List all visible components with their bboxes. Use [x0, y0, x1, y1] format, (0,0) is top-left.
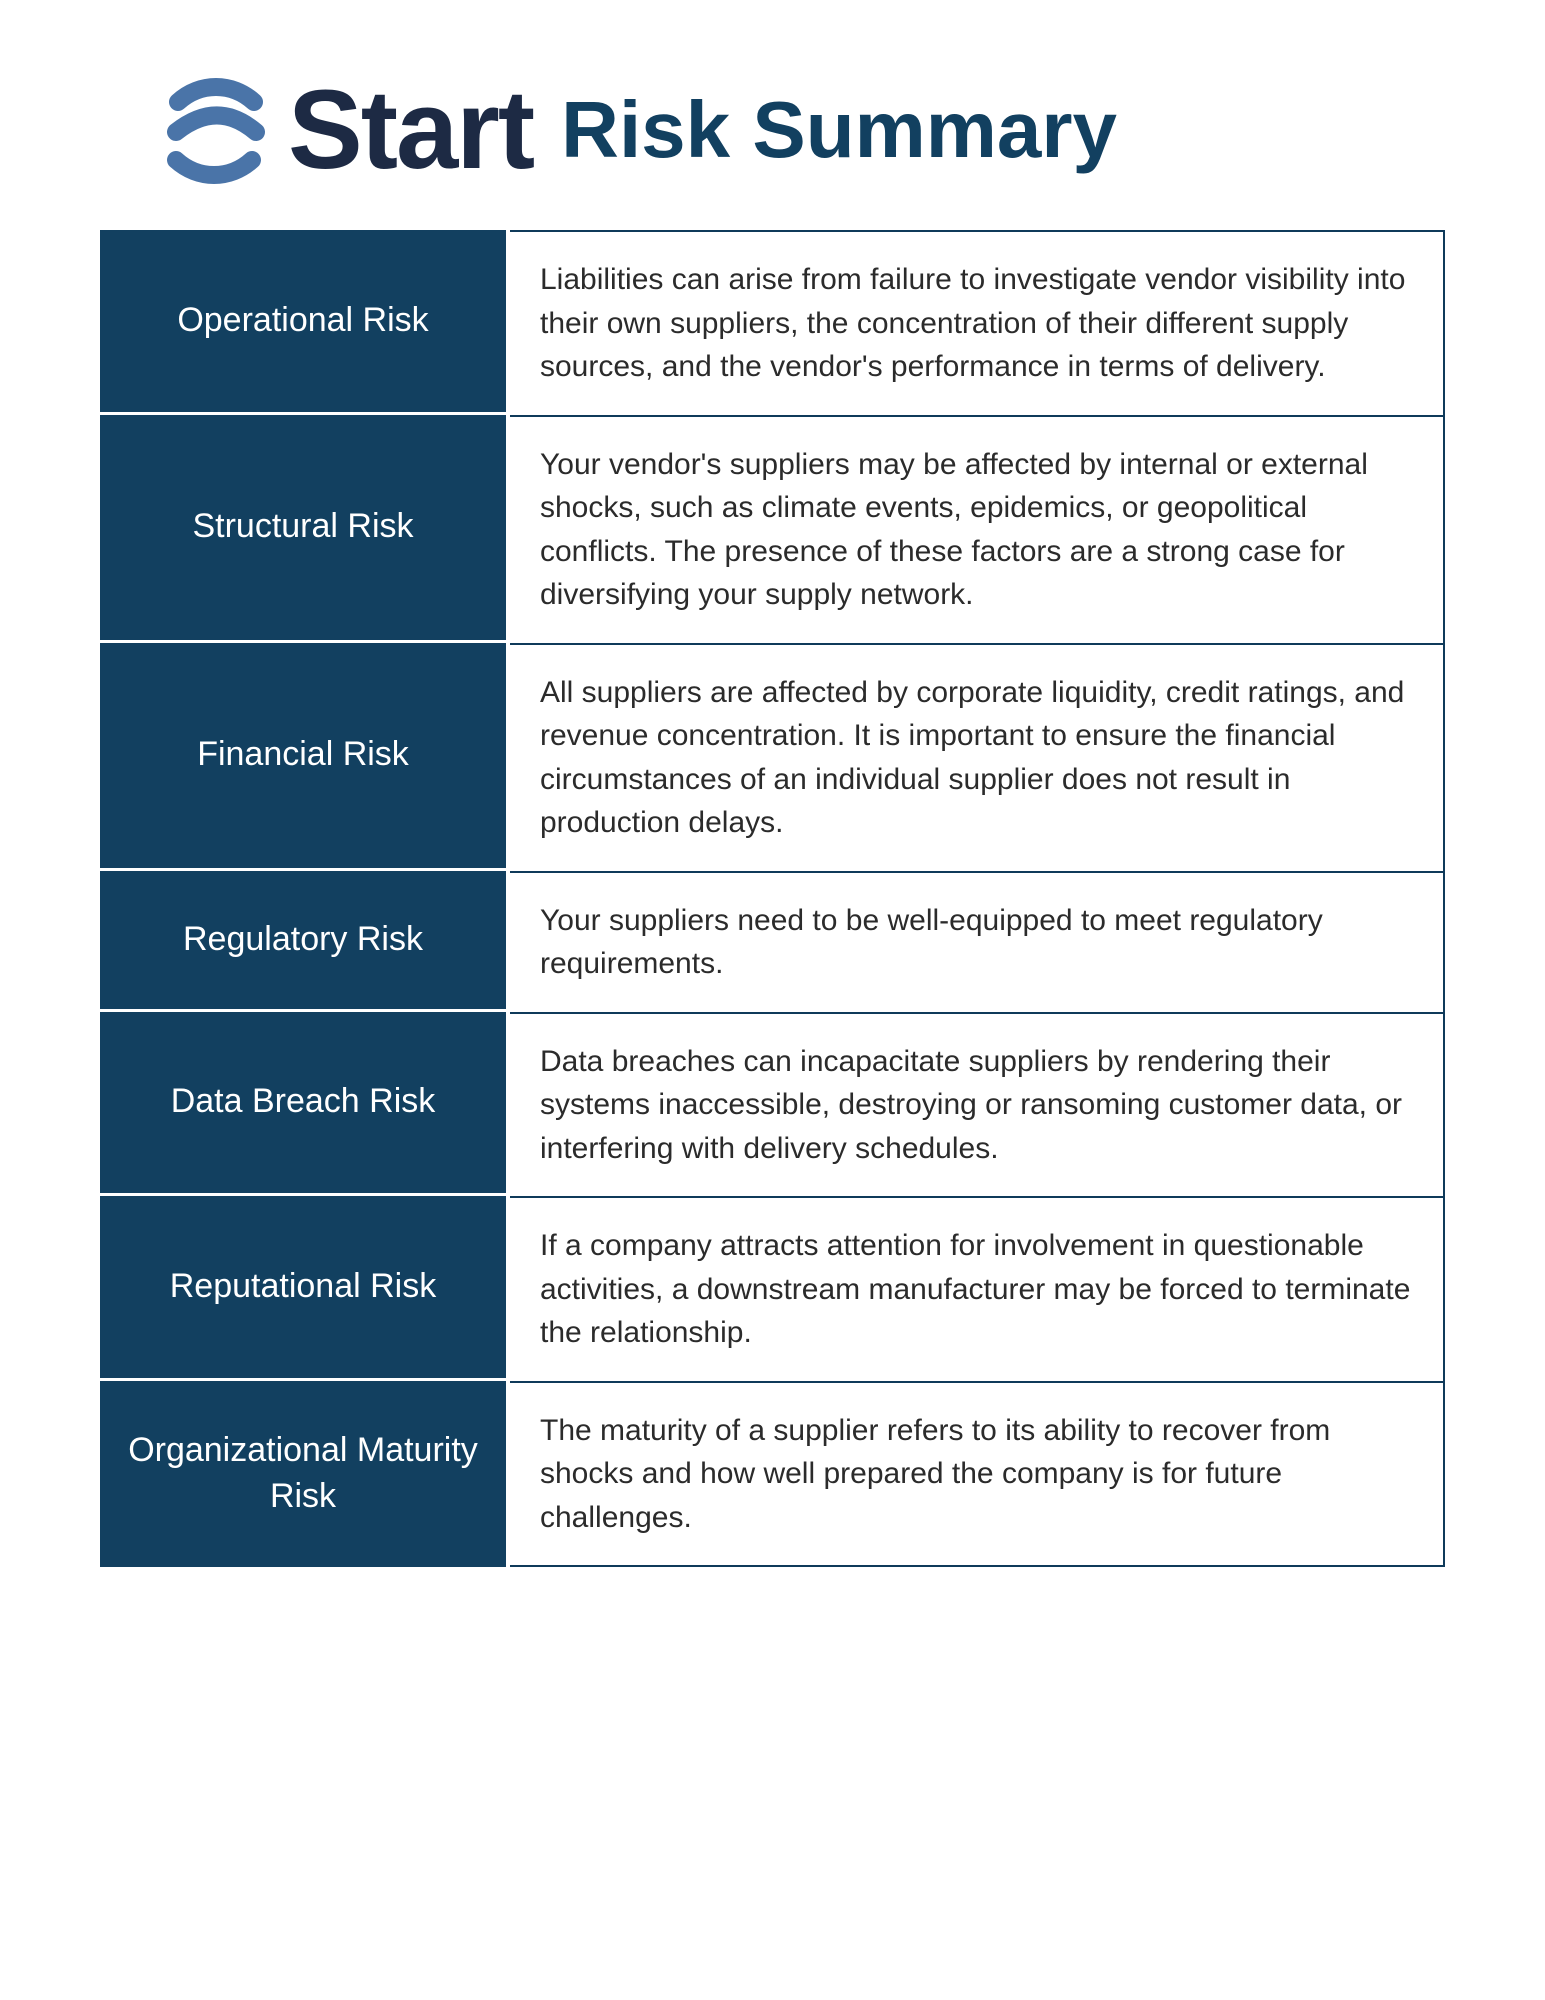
risk-description: Liabilities can arise from failure to in… — [510, 230, 1445, 415]
risk-label: Regulatory Risk — [100, 871, 510, 1012]
risk-label: Financial Risk — [100, 643, 510, 871]
risk-description: Data breaches can incapacitate suppliers… — [510, 1012, 1445, 1197]
risk-description: If a company attracts attention for invo… — [510, 1196, 1445, 1381]
risk-description: The maturity of a supplier refers to its… — [510, 1381, 1445, 1568]
brand-name: Start — [288, 74, 533, 186]
page-header: Start Risk Summary — [100, 70, 1445, 190]
brand-logo: Start — [160, 70, 533, 190]
table-row: Operational RiskLiabilities can arise fr… — [100, 230, 1445, 415]
risk-description: Your vendor's suppliers may be affected … — [510, 415, 1445, 643]
brand-logo-icon — [160, 70, 270, 190]
table-row: Structural RiskYour vendor's suppliers m… — [100, 415, 1445, 643]
risk-description: All suppliers are affected by corporate … — [510, 643, 1445, 871]
risk-label: Reputational Risk — [100, 1196, 510, 1381]
risk-label: Operational Risk — [100, 230, 510, 415]
risk-label: Data Breach Risk — [100, 1012, 510, 1197]
risk-label: Structural Risk — [100, 415, 510, 643]
table-row: Regulatory RiskYour suppliers need to be… — [100, 871, 1445, 1012]
risk-label: Organizational Maturity Risk — [100, 1381, 510, 1568]
risk-description: Your suppliers need to be well-equipped … — [510, 871, 1445, 1012]
risk-table: Operational RiskLiabilities can arise fr… — [100, 230, 1445, 1567]
page-title: Risk Summary — [561, 90, 1117, 170]
table-row: Data Breach RiskData breaches can incapa… — [100, 1012, 1445, 1197]
table-row: Organizational Maturity RiskThe maturity… — [100, 1381, 1445, 1568]
table-row: Financial RiskAll suppliers are affected… — [100, 643, 1445, 871]
table-row: Reputational RiskIf a company attracts a… — [100, 1196, 1445, 1381]
